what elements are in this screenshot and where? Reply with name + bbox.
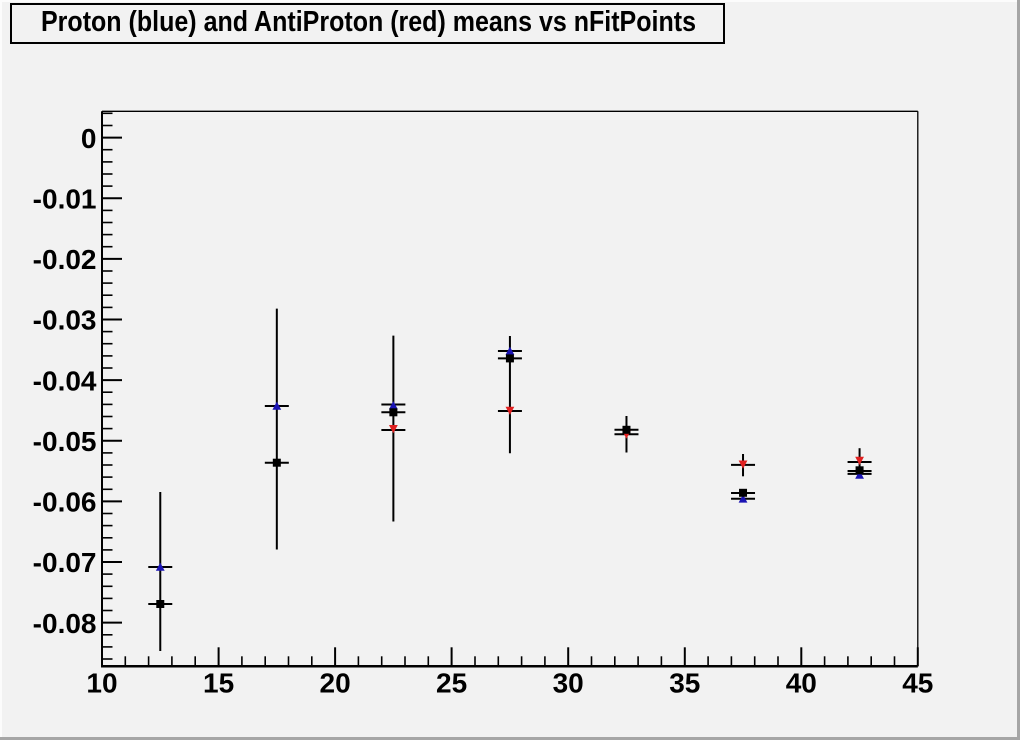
svg-text:-0.01: -0.01 [33, 183, 97, 214]
svg-text:0: 0 [81, 123, 97, 154]
svg-text:-0.03: -0.03 [33, 305, 97, 336]
svg-text:40: 40 [786, 668, 817, 699]
svg-text:35: 35 [669, 668, 700, 699]
svg-text:-0.05: -0.05 [33, 426, 97, 457]
svg-text:-0.07: -0.07 [33, 547, 97, 578]
svg-text:-0.06: -0.06 [33, 487, 97, 518]
svg-text:-0.02: -0.02 [33, 244, 97, 275]
svg-text:Proton (blue) and AntiProton (: Proton (blue) and AntiProton (red) means… [41, 6, 696, 38]
svg-text:-0.08: -0.08 [33, 608, 97, 639]
svg-text:15: 15 [203, 668, 234, 699]
svg-text:20: 20 [320, 668, 351, 699]
svg-text:10: 10 [86, 668, 117, 699]
svg-text:-0.04: -0.04 [33, 365, 97, 396]
svg-text:30: 30 [553, 668, 584, 699]
svg-text:25: 25 [436, 668, 467, 699]
svg-text:45: 45 [902, 668, 933, 699]
